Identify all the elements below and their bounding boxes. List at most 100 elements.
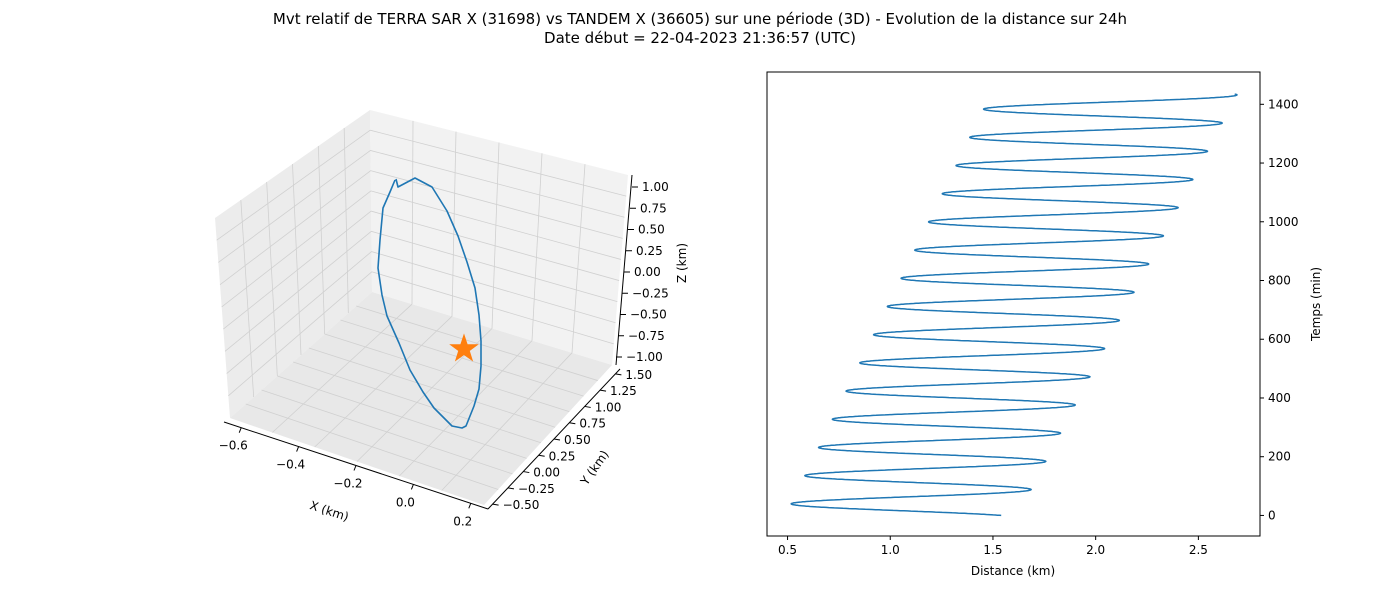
curve-3d xyxy=(377,177,482,429)
y-tick-label-2d: 1400 xyxy=(1268,97,1299,111)
grid-3d xyxy=(216,120,627,491)
origin-star-marker xyxy=(449,333,479,362)
z-tick-label-3d: −0.50 xyxy=(630,308,667,322)
grid-line-horizontal xyxy=(226,251,616,374)
plot-2d: 0.5 1.0 1.5 2.0 2.5 0 200 400 600 800 1000 1200 140… xyxy=(766,71,1323,578)
grid-line-back-wall xyxy=(531,153,543,341)
y-tick-label-2d: 600 xyxy=(1268,332,1291,346)
grid-line-floor xyxy=(261,389,513,475)
orbit-curve-3d xyxy=(377,177,482,429)
x-tick-label-3d: −0.4 xyxy=(276,458,305,472)
y-tick-3d xyxy=(538,454,545,457)
y-tick-3d xyxy=(553,438,561,441)
grid-line-horizontal xyxy=(221,190,621,308)
x-axis-label-3d: X (km) xyxy=(308,498,350,524)
y-axis-label-3d: Y (km) xyxy=(577,448,612,489)
grid-line-floor xyxy=(441,352,573,491)
z-tick-label-3d: −0.75 xyxy=(628,329,665,343)
y-tick-label-3d: 0.25 xyxy=(549,449,576,463)
y-tick-3d xyxy=(584,405,591,408)
y-tick-label-3d: 0.75 xyxy=(579,417,606,431)
grid-line-left-wall xyxy=(292,163,302,356)
y-tick-label-2d: 0 xyxy=(1268,508,1276,522)
x-tick-label-2d: 0.5 xyxy=(778,543,797,557)
x-tick-label-2d: 1.0 xyxy=(881,543,900,557)
x-tick-label-3d: −0.6 xyxy=(219,439,248,453)
z-tick-label-3d: 0.00 xyxy=(634,265,661,279)
grid-line-floor xyxy=(292,361,542,444)
title-line-1: Mvt relatif de TERRA SAR X (31698) vs TA… xyxy=(272,10,1128,28)
y-axis-label-2d: Temps (min) xyxy=(1309,267,1323,342)
grid-line-left-wall xyxy=(343,127,349,314)
y-tick-label-3d: 1.50 xyxy=(625,368,652,382)
grid-line-back-wall xyxy=(491,142,500,329)
x-tick-label-2d: 2.5 xyxy=(1189,543,1208,557)
x-tick-3d xyxy=(353,465,357,471)
grid-line-back-wall xyxy=(411,120,414,305)
z-axis-line-3d xyxy=(615,174,633,366)
y-tick-label-2d: 800 xyxy=(1268,274,1291,288)
distance-time-curve xyxy=(790,93,1238,517)
y-tick-3d xyxy=(615,373,622,376)
grid-line-floor xyxy=(314,316,453,448)
y-tick-3d xyxy=(523,471,530,474)
grid-line-back-wall xyxy=(571,164,586,353)
grid-line-floor xyxy=(272,303,413,433)
x-tick-label-2d: 2.0 xyxy=(1086,543,1105,557)
y-tick-3d xyxy=(507,487,515,490)
y-tick-label-2d: 200 xyxy=(1268,450,1291,464)
pane-back-wall xyxy=(370,110,628,365)
z-tick-label-3d: 0.25 xyxy=(636,244,663,258)
y-tick-label-3d: −0.25 xyxy=(518,482,555,496)
grid-line-horizontal xyxy=(223,210,620,330)
y-tick-label-2d: 1000 xyxy=(1268,215,1299,229)
pane-left-wall xyxy=(215,110,372,418)
grid-line-back-wall xyxy=(451,131,457,317)
grid-line-horizontal xyxy=(218,150,625,263)
figure-title: Mvt relatif de TERRA SAR X (31698) vs TA… xyxy=(0,10,1400,48)
x-tick-label-3d: 0.0 xyxy=(396,495,415,509)
ticks-3d: −0.6 −0.4 −0.2 0.0 0.2 −0.50 −0.25 0.00 0.25 0.50… xyxy=(219,180,669,528)
plot-3d: −0.6 −0.4 −0.2 0.0 0.2 −0.50 −0.25 0.00 0.25 0.50… xyxy=(215,110,689,528)
z-axis-label-3d: Z (km) xyxy=(675,243,689,283)
x-tick-label-3d: −0.2 xyxy=(333,477,362,491)
x-tick-3d xyxy=(238,427,242,433)
grid-line-floor xyxy=(324,333,570,413)
z-tick-label-3d: 0.75 xyxy=(640,201,667,215)
y-tick-3d xyxy=(599,389,607,392)
y-tick-label-3d: 0.50 xyxy=(564,433,591,447)
grid-line-left-wall xyxy=(240,199,255,398)
z-tick-label-3d: −1.00 xyxy=(626,350,663,364)
y-tick-label-3d: 0.00 xyxy=(533,466,560,480)
grid-line-floor xyxy=(399,340,533,477)
grid-line-floor xyxy=(340,319,584,397)
grid-line-horizontal xyxy=(228,271,614,397)
y-tick-label-2d: 1200 xyxy=(1268,156,1299,170)
grid-line-horizontal xyxy=(216,129,627,241)
grid-line-horizontal xyxy=(219,170,623,285)
x-tick-3d xyxy=(410,484,414,490)
y-tick-label-3d: 1.25 xyxy=(610,384,637,398)
grid-line-floor xyxy=(308,347,556,428)
y-tick-label-3d: −0.50 xyxy=(503,498,540,512)
x-tick-3d xyxy=(468,503,472,509)
y-tick-label-2d: 400 xyxy=(1268,391,1291,405)
x-ticks-2d: 0.5 1.0 1.5 2.0 2.5 xyxy=(778,536,1208,557)
z-tick-label-3d: −0.25 xyxy=(632,286,669,300)
grid-line-floor xyxy=(277,375,527,459)
y-tick-label-3d: 1.00 xyxy=(595,400,622,414)
grid-line-floor xyxy=(356,305,598,381)
x-tick-label-2d: 1.5 xyxy=(983,543,1002,557)
grid-line-floor xyxy=(245,403,499,490)
x-axis-label-2d: Distance (km) xyxy=(971,564,1055,578)
grid-line-left-wall xyxy=(266,181,278,377)
x-tick-label-3d: 0.2 xyxy=(453,514,472,528)
y-tick-3d xyxy=(492,503,499,506)
title-line-2: Date début = 22-04-2023 21:36:57 (UTC) xyxy=(544,29,856,47)
z-tick-label-3d: 0.50 xyxy=(638,223,665,237)
x-tick-3d xyxy=(296,446,300,452)
grid-line-horizontal xyxy=(224,230,618,352)
y-ticks-2d: 0 200 400 600 800 1000 1200 1400 xyxy=(1260,97,1299,522)
z-tick-label-3d: 1.00 xyxy=(642,180,669,194)
